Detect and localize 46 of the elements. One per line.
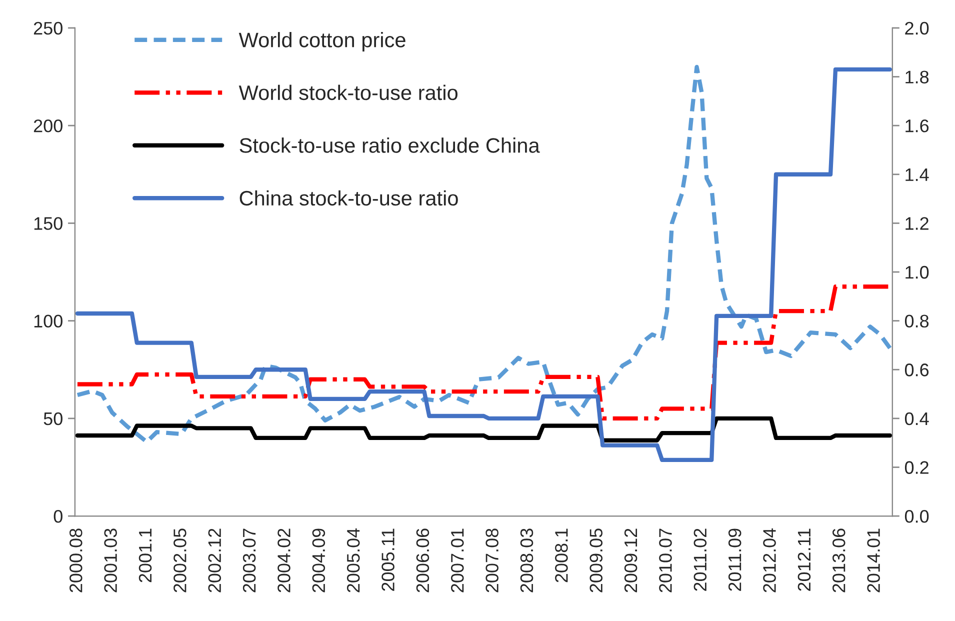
x-tick-label: 2005.11: [382, 528, 394, 591]
legend-label: Stock-to-use ratio exclude China: [240, 138, 540, 153]
x-tick-label: 2010.07: [659, 528, 672, 592]
x-tick-label: 2013.06: [832, 528, 846, 592]
legend-label: World cotton price: [238, 32, 406, 52]
y2-tick-label: 1.0: [906, 266, 929, 279]
x-tick-label: 2007.01: [450, 528, 464, 592]
x-tick-label: 2002.12: [208, 528, 222, 592]
y-tick-label: 150: [34, 217, 62, 230]
x-tick-label: 2012.04: [763, 528, 776, 592]
x-tick-label: 2003.07: [242, 528, 256, 592]
y-tick-label: 100: [34, 314, 62, 328]
y2-tick-label: 0.4: [904, 412, 929, 426]
x-tick-label: 2002.05: [174, 528, 186, 592]
x-tick-label: 2009.12: [624, 528, 638, 592]
y-tick-label: 50: [44, 412, 62, 426]
x-tick-label: 2006.06: [416, 528, 430, 592]
y-tick-label: 200: [34, 120, 62, 132]
x-tick-label: 2014.01: [867, 528, 880, 592]
y2-tick-label: 1.2: [906, 217, 928, 230]
x-tick-label: 2012.11: [798, 528, 811, 591]
y-tick-label: 0: [54, 510, 62, 523]
y2-tick-label: 0.0: [904, 510, 929, 523]
x-tick-label: 2011.02: [694, 528, 707, 591]
x-tick-label: 2008.1: [555, 528, 568, 582]
x-tick-label: 2001.1: [138, 528, 152, 582]
y2-tick-label: 0.2: [904, 461, 928, 474]
legend-label: China stock-to-use ratio: [240, 190, 458, 206]
x-tick-label: 2000.08: [70, 528, 82, 592]
x-tick-label: 2011.09: [728, 528, 742, 591]
x-tick-label: 2004.09: [312, 528, 326, 592]
y2-tick-label: 0.6: [904, 364, 929, 376]
x-tick-label: 2004.02: [278, 528, 290, 592]
y2-tick-label: 1.8: [906, 70, 929, 84]
x-tick-label: 2009.05: [590, 528, 603, 592]
y2-tick-label: 1.4: [906, 168, 929, 181]
y-tick-label: 250: [34, 22, 62, 35]
x-tick-label: 2001.03: [104, 528, 117, 592]
x-tick-label: 2005.04: [346, 528, 360, 592]
y2-tick-label: 2.0: [905, 22, 929, 35]
legend-label: World stock-to-use ratio: [238, 84, 458, 100]
line-series: [75, 416, 892, 442]
x-tick-label: 2007.08: [486, 528, 498, 592]
y2-tick-label: 1.6: [906, 120, 929, 132]
y2-tick-label: 0.8: [904, 314, 929, 328]
x-tick-label: 2008.03: [520, 528, 534, 592]
